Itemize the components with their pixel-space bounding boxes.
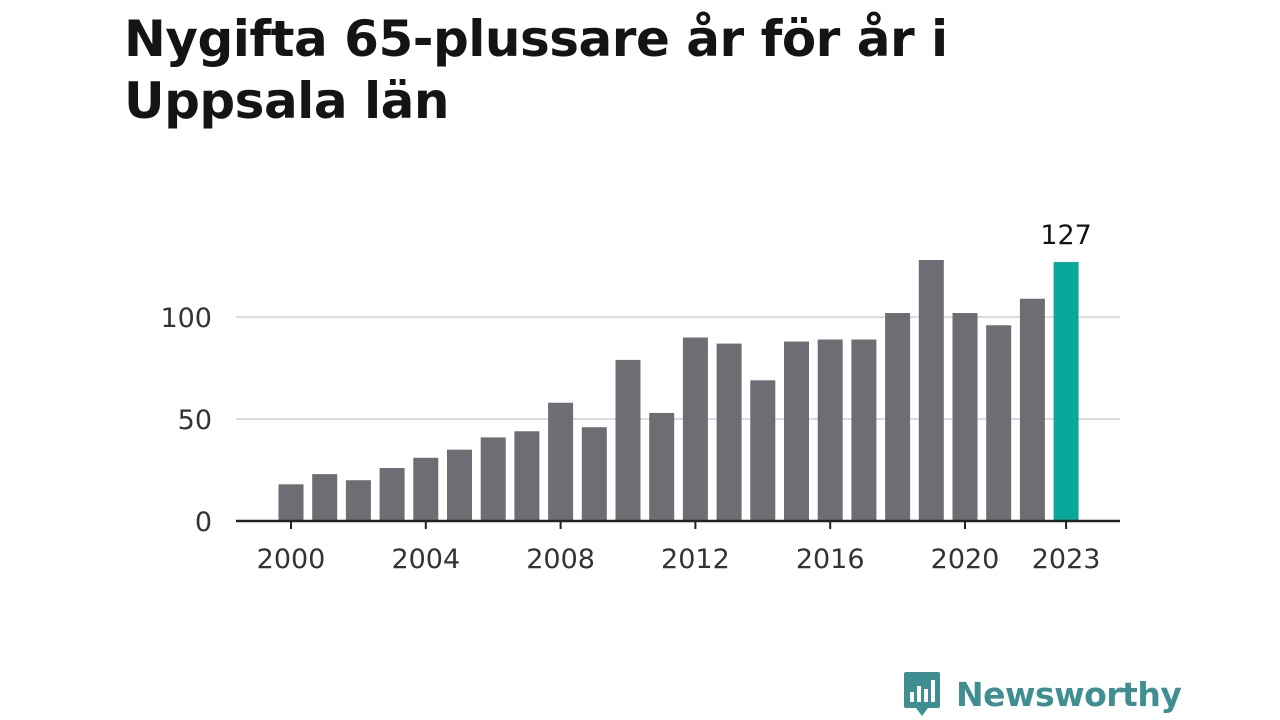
bar: [1019, 298, 1045, 521]
bar-highlight: [1053, 262, 1079, 521]
bar: [682, 337, 708, 521]
bar: [817, 339, 843, 521]
x-tick-label: 2004: [391, 544, 460, 575]
bar: [379, 467, 405, 521]
bar: [918, 260, 944, 521]
bar: [952, 313, 978, 521]
bar: [345, 480, 371, 521]
bar: [716, 343, 742, 521]
x-tick-label: 2023: [1032, 544, 1101, 575]
x-tick-label: 2000: [257, 544, 326, 575]
bar: [581, 427, 607, 521]
newsworthy-logo: Newsworthy: [902, 670, 1182, 718]
x-tick-label: 2008: [526, 544, 595, 575]
bar: [413, 457, 439, 521]
bar: [312, 474, 338, 521]
bar: [480, 437, 506, 521]
page-title: Nygifta 65-plussare år för år i Uppsala …: [124, 10, 948, 130]
bar: [447, 449, 472, 521]
bar: [986, 325, 1012, 521]
bar: [278, 484, 304, 521]
bar: [615, 359, 641, 521]
y-tick-label: 0: [195, 507, 212, 538]
y-tick-label: 50: [178, 405, 212, 436]
y-tick-label: 100: [160, 303, 212, 334]
bar: [851, 339, 877, 521]
bar: [514, 431, 540, 521]
data-label: 127: [1040, 220, 1092, 251]
bar: [649, 412, 675, 521]
brand-name: Newsworthy: [956, 674, 1182, 714]
x-tick-label: 2016: [796, 544, 865, 575]
bar: [784, 341, 809, 521]
bar: [548, 402, 574, 521]
x-tick-label: 2012: [661, 544, 730, 575]
newsworthy-logo-icon: [904, 672, 940, 716]
bar: [885, 313, 911, 521]
x-tick-label: 2020: [931, 544, 1000, 575]
bar: [750, 380, 776, 521]
